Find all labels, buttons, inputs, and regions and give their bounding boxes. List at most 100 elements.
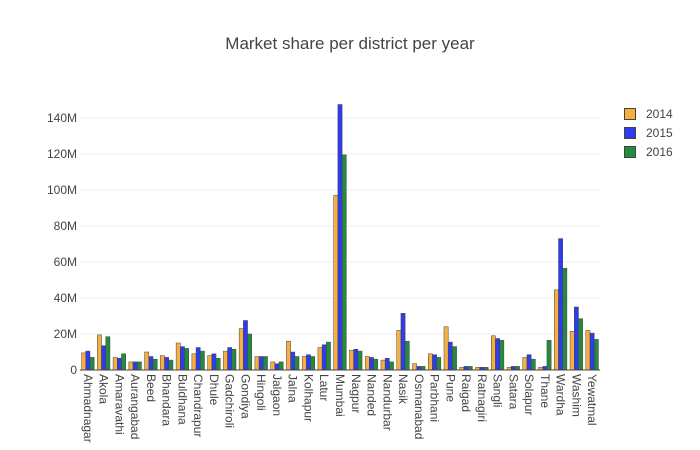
- bar-2015-satara: [510, 366, 516, 371]
- bar-2016-aurangabad: [137, 361, 142, 371]
- bar-2016-ahmadnagar: [89, 357, 95, 371]
- x-tick-label: Ratnagiri: [475, 374, 489, 422]
- x-tick-label: Nasik: [396, 374, 410, 405]
- y-tick-label: 100M: [47, 183, 77, 197]
- y-tick-label: 20M: [54, 327, 77, 341]
- bar-2014-amaravathi: [112, 357, 118, 371]
- bar-2014-ahmadnagar: [81, 352, 87, 371]
- y-tick-label: 40M: [54, 291, 77, 305]
- bar-2015-akola: [101, 345, 106, 371]
- bar-2015-bhandara: [164, 357, 170, 371]
- bar-2014-osmanabad: [412, 363, 417, 371]
- bar-2015-beed: [148, 356, 154, 371]
- bar-2015-buldhana: [180, 346, 185, 371]
- bar-2015-nasik: [400, 313, 406, 371]
- bar-2016-satara: [515, 366, 520, 371]
- bar-2016-pune: [452, 346, 457, 371]
- x-tick-label: Ahmadnagar: [81, 374, 95, 443]
- x-tick-label: Aurangabad: [128, 374, 142, 439]
- x-tick-label: Washim: [569, 374, 583, 417]
- bar-2014-yewatmal: [585, 330, 591, 371]
- bar-2015-latur: [321, 344, 327, 371]
- bar-2014-hingoli: [254, 356, 260, 371]
- x-tick-label: Pune: [443, 374, 457, 402]
- bar-2014-jalna: [286, 340, 291, 371]
- bar-2015-gondiya: [243, 320, 248, 371]
- x-tick-label: Mumbai: [333, 374, 347, 417]
- legend-item-2014[interactable]: 2014: [624, 104, 673, 123]
- bar-2016-yewatmal: [593, 339, 599, 371]
- legend-label: 2014: [646, 106, 673, 121]
- bar-2014-gondiya: [238, 328, 244, 371]
- x-tick-label: Dhule: [207, 374, 221, 406]
- bar-2015-dhule: [211, 353, 217, 371]
- bar-2016-raigad: [467, 366, 473, 371]
- bar-2014-nandurbar: [380, 359, 386, 371]
- x-tick-label: Yewatmal: [585, 374, 599, 426]
- bar-2016-osmanabad: [420, 366, 426, 371]
- bar-2014-mumbai: [333, 195, 339, 371]
- bar-2015-sangli: [495, 338, 500, 371]
- bar-2014-latur: [317, 347, 323, 371]
- y-tick-label: 80M: [54, 219, 77, 233]
- bar-2015-thane: [542, 366, 548, 371]
- x-tick-label: Chandrapur: [191, 374, 205, 437]
- bar-2016-hingoli: [263, 356, 268, 371]
- bar-2015-gadchiroli: [227, 347, 233, 371]
- bar-2016-dhule: [215, 358, 221, 371]
- bar-2014-sangli: [491, 335, 496, 371]
- bar-2016-nanded: [373, 358, 379, 371]
- bar-2015-nanded: [369, 357, 374, 371]
- bar-2016-kolhapur: [310, 356, 316, 371]
- legend-swatch: [624, 145, 636, 158]
- bar-2015-mumbai: [337, 104, 343, 371]
- legend-item-2016[interactable]: 2016: [624, 142, 673, 161]
- bar-2016-nagpur: [357, 350, 363, 371]
- bar-2016-amaravathi: [121, 353, 126, 371]
- chart-title: Market share per district per year: [225, 34, 475, 53]
- bar-2015-nandurbar: [384, 358, 390, 371]
- bar-2014-aurangabad: [128, 361, 134, 371]
- bar-2016-solapur: [530, 358, 536, 371]
- bar-2016-buldhana: [184, 348, 189, 371]
- x-tick-label: Amaravathi: [112, 374, 126, 435]
- bar-2016-mumbai: [341, 154, 347, 371]
- bar-2015-yewatmal: [589, 332, 595, 371]
- bar-2016-nasik: [404, 340, 410, 371]
- x-tick-label: Raigad: [459, 374, 473, 412]
- bar-2015-parbhani: [432, 354, 437, 371]
- x-tick-label: Nagpur: [349, 374, 363, 413]
- bar-2016-gadchiroli: [231, 349, 237, 371]
- x-tick-label: Gondiya: [238, 374, 252, 419]
- bar-2015-osmanabad: [416, 366, 422, 371]
- bar-2014-nagpur: [349, 349, 354, 371]
- bar-2016-latur: [326, 341, 331, 371]
- bar-2014-jalgaon: [270, 361, 276, 371]
- bar-2015-hingoli: [258, 356, 264, 371]
- bar-2015-kolhapur: [306, 354, 311, 371]
- x-tick-label: Jalna: [286, 374, 300, 403]
- bar-2016-sangli: [499, 340, 505, 371]
- legend-swatch: [624, 126, 636, 139]
- bar-2016-bhandara: [168, 359, 174, 371]
- chart-legend[interactable]: 2014 2015 2016: [624, 104, 673, 161]
- bar-2015-nagpur: [353, 349, 359, 371]
- y-tick-label: 120M: [47, 147, 77, 161]
- x-tick-label: Jalgaon: [270, 374, 284, 416]
- x-tick-label: Thane: [538, 374, 552, 408]
- x-tick-label: Akola: [97, 374, 111, 404]
- bar-2016-parbhani: [436, 357, 442, 371]
- bar-2015-jalna: [290, 351, 296, 371]
- bar-2015-solapur: [526, 354, 532, 371]
- x-tick-label: Bhandara: [160, 374, 174, 426]
- legend-label: 2016: [646, 144, 673, 159]
- x-tick-label: Buldhana: [175, 374, 189, 425]
- bar-2016-chandrapur: [200, 350, 205, 371]
- bar-2014-solapur: [522, 357, 528, 371]
- bar-2014-washim: [569, 331, 575, 371]
- bar-2014-kolhapur: [301, 356, 307, 371]
- bar-2014-wardha: [554, 289, 559, 371]
- legend-item-2015[interactable]: 2015: [624, 123, 673, 142]
